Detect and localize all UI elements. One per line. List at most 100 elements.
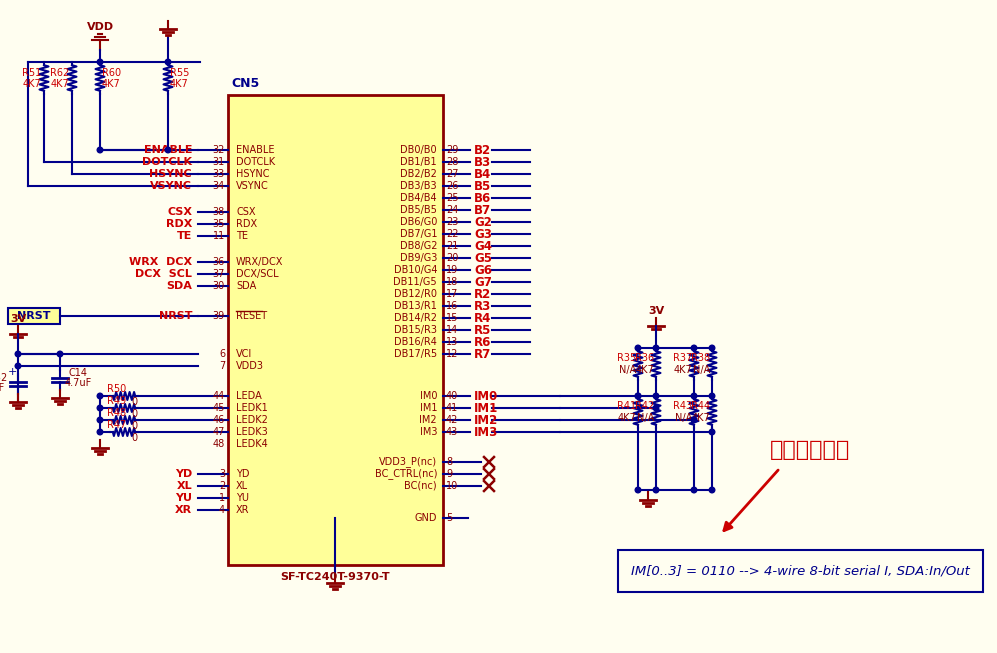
Text: DB1/B1: DB1/B1	[401, 157, 437, 167]
Text: 8: 8	[446, 457, 452, 467]
Text: 33: 33	[212, 169, 225, 179]
Text: RDX: RDX	[236, 219, 257, 229]
Text: R48: R48	[108, 408, 127, 418]
Text: LEDK4: LEDK4	[236, 439, 268, 449]
Text: 36: 36	[212, 257, 225, 267]
Circle shape	[635, 345, 641, 351]
Circle shape	[97, 406, 103, 411]
Circle shape	[97, 429, 103, 435]
Circle shape	[97, 393, 103, 399]
Text: ENABLE: ENABLE	[144, 145, 192, 155]
Text: DOTCLK: DOTCLK	[236, 157, 275, 167]
Text: CSX: CSX	[167, 207, 192, 217]
Text: IM0: IM0	[474, 389, 498, 402]
Text: R41: R41	[617, 401, 636, 411]
Text: DB6/G0: DB6/G0	[400, 217, 437, 227]
Text: 19: 19	[446, 265, 459, 275]
Text: 39: 39	[212, 311, 225, 321]
Text: B3: B3	[474, 155, 492, 168]
Circle shape	[709, 429, 715, 435]
Text: 16: 16	[446, 301, 459, 311]
Text: 4K7: 4K7	[170, 79, 188, 89]
Text: DB9/G3: DB9/G3	[400, 253, 437, 263]
Bar	[8, 308, 60, 324]
Text: B4: B4	[474, 168, 492, 180]
Text: 100nF: 100nF	[0, 383, 5, 393]
Text: B6: B6	[474, 191, 492, 204]
Text: R42: R42	[635, 401, 654, 411]
Circle shape	[691, 487, 697, 493]
Text: 对应实际焊接: 对应实际焊接	[770, 440, 850, 460]
Text: DB13/R1: DB13/R1	[394, 301, 437, 311]
Text: DB7/G1: DB7/G1	[400, 229, 437, 239]
Text: 25: 25	[446, 193, 459, 203]
Text: G6: G6	[474, 264, 492, 276]
Text: WRX/DCX: WRX/DCX	[236, 257, 283, 267]
Circle shape	[709, 487, 715, 493]
Text: N/A: N/A	[637, 413, 654, 423]
Text: HSYNC: HSYNC	[150, 169, 192, 179]
Text: 0: 0	[131, 397, 137, 407]
Text: 37: 37	[212, 269, 225, 279]
Text: R5: R5	[474, 323, 492, 336]
Text: SDA: SDA	[236, 281, 256, 291]
Text: DB17/R5: DB17/R5	[394, 349, 437, 359]
Text: NRST: NRST	[17, 311, 51, 321]
Text: 4K7: 4K7	[617, 413, 636, 423]
Text: BC(nc): BC(nc)	[405, 481, 437, 491]
Circle shape	[691, 417, 697, 422]
Text: 3: 3	[219, 469, 225, 479]
Circle shape	[653, 393, 659, 399]
Text: 4: 4	[219, 505, 225, 515]
Text: 2: 2	[218, 481, 225, 491]
Text: RDX: RDX	[166, 219, 192, 229]
Circle shape	[97, 147, 103, 153]
Text: 4K7: 4K7	[22, 79, 41, 89]
Text: SF-TC240T-9370-T: SF-TC240T-9370-T	[281, 572, 390, 582]
Text: 4K7: 4K7	[102, 79, 121, 89]
Text: R51: R51	[22, 68, 41, 78]
Text: R62: R62	[50, 68, 69, 78]
Text: 17: 17	[446, 289, 459, 299]
Text: XL: XL	[176, 481, 192, 491]
Text: 10: 10	[446, 481, 459, 491]
Text: 48: 48	[212, 439, 225, 449]
Text: N/A: N/A	[619, 365, 636, 375]
Text: 12: 12	[446, 349, 459, 359]
Text: TE: TE	[236, 231, 248, 241]
Text: 0: 0	[131, 433, 137, 443]
Text: DCX  SCL: DCX SCL	[136, 269, 192, 279]
Text: VSYNC: VSYNC	[150, 181, 192, 191]
Text: 31: 31	[212, 157, 225, 167]
Text: R4: R4	[474, 311, 492, 325]
Text: VDD3_P(nc): VDD3_P(nc)	[379, 456, 437, 468]
Circle shape	[15, 351, 21, 357]
Text: CSX: CSX	[236, 207, 255, 217]
Text: 45: 45	[212, 403, 225, 413]
Text: ENABLE: ENABLE	[236, 145, 274, 155]
Circle shape	[653, 487, 659, 493]
Text: XR: XR	[174, 505, 192, 515]
Circle shape	[97, 417, 103, 422]
Text: 28: 28	[446, 157, 459, 167]
Text: R43: R43	[673, 401, 692, 411]
Text: 38: 38	[212, 207, 225, 217]
Text: DB4/B4: DB4/B4	[401, 193, 437, 203]
Text: 6: 6	[219, 349, 225, 359]
Circle shape	[635, 393, 641, 399]
Text: 29: 29	[446, 145, 459, 155]
Text: B2: B2	[474, 144, 492, 157]
Text: DOTCLK: DOTCLK	[142, 157, 192, 167]
Text: IM1: IM1	[474, 402, 498, 415]
Text: G2: G2	[474, 215, 492, 229]
Circle shape	[709, 393, 715, 399]
Text: VSYNC: VSYNC	[236, 181, 269, 191]
Text: IM[0..3] = 0110 --> 4-wire 8-bit serial I, SDA:In/Out: IM[0..3] = 0110 --> 4-wire 8-bit serial …	[630, 564, 969, 577]
Text: DB14/R2: DB14/R2	[394, 313, 437, 323]
Text: GND: GND	[415, 513, 437, 523]
Text: R50: R50	[108, 384, 127, 394]
Text: R2: R2	[474, 287, 492, 300]
Text: BC_CTRL(nc): BC_CTRL(nc)	[375, 469, 437, 479]
Text: DB2/B2: DB2/B2	[400, 169, 437, 179]
Text: 41: 41	[446, 403, 459, 413]
